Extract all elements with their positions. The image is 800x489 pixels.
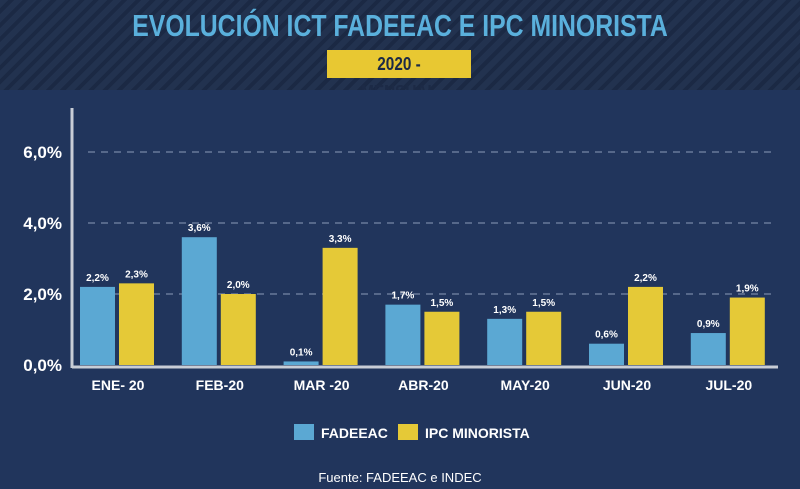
data-label: 1,9%	[736, 284, 759, 295]
data-label: 0,9%	[697, 319, 720, 330]
bar-fadeeac	[487, 318, 523, 365]
data-label: 1,7%	[392, 291, 415, 302]
bar-ipc	[424, 311, 460, 365]
bar-fadeeac	[385, 304, 421, 365]
source-note: Fuente: FADEEAC e INDEC	[318, 470, 482, 485]
legend-swatch-fadeeac	[294, 424, 314, 440]
x-tick-label: ABR-20	[398, 377, 449, 393]
data-label: 0,1%	[290, 347, 313, 358]
legend-label: IPC MINORISTA	[425, 425, 530, 441]
bar-fadeeac	[283, 361, 319, 365]
data-label: 2,2%	[634, 273, 657, 284]
data-label: 2,3%	[125, 269, 148, 280]
y-tick-label: 6,0%	[23, 143, 62, 162]
x-tick-label: FEB-20	[196, 377, 244, 393]
y-tick-label: 4,0%	[23, 214, 62, 233]
bar-ipc	[729, 297, 765, 365]
data-label: 3,3%	[329, 234, 352, 245]
chart-title: EVOLUCIÓN ICT FADEEAC E IPC MINORISTA	[132, 8, 668, 43]
legend-label: FADEEAC	[321, 425, 388, 441]
x-tick-label: MAR -20	[294, 377, 350, 393]
legend-swatch-ipc	[398, 424, 418, 440]
x-tick-label: ENE- 20	[92, 377, 145, 393]
bar-ipc	[526, 311, 562, 365]
bar-ipc	[119, 283, 154, 365]
bar-fadeeac	[589, 343, 624, 365]
data-label: 1,3%	[493, 305, 516, 316]
bar-ipc	[628, 286, 663, 365]
data-label: 2,2%	[86, 273, 109, 284]
data-label: 0,6%	[595, 330, 618, 341]
x-tick-label: JUL-20	[705, 377, 752, 393]
y-tick-label: 2,0%	[23, 285, 62, 304]
bar-ipc	[322, 247, 358, 365]
bar-ipc	[220, 294, 256, 365]
bar-fadeeac	[181, 237, 217, 365]
bar-fadeeac	[690, 333, 726, 365]
data-label: 2,0%	[227, 280, 250, 291]
x-tick-label: JUN-20	[603, 377, 651, 393]
x-tick-label: MAY-20	[501, 377, 551, 393]
data-label: 1,5%	[532, 298, 555, 309]
data-label: 3,6%	[188, 223, 211, 234]
bar-fadeeac	[80, 286, 115, 365]
y-tick-label: 0,0%	[23, 356, 62, 375]
data-label: 1,5%	[431, 298, 454, 309]
